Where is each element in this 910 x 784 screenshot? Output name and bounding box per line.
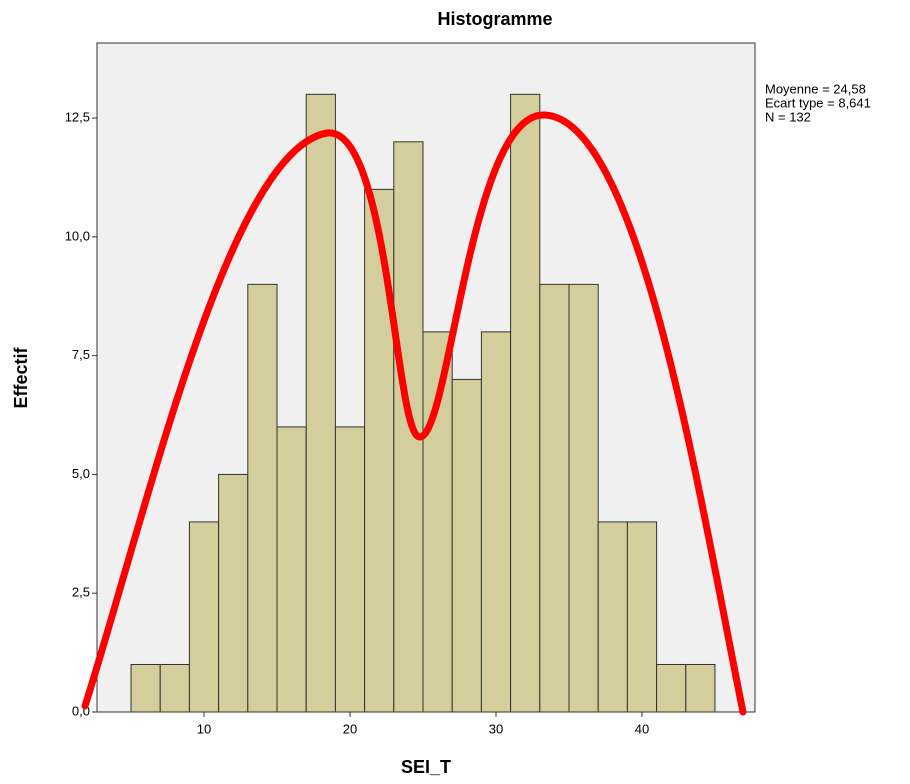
bar [159,663,190,713]
bar [218,473,249,713]
y-axis-label: Effectif [11,346,31,408]
bar [334,426,366,713]
bar [656,663,687,713]
bar [393,141,424,713]
y-tick-label: 12,5 [65,110,90,125]
x-axis-label: SEI_T [401,757,451,777]
bar [188,521,220,713]
y-tick-label: 5,0 [72,466,90,481]
bar [685,663,716,713]
stats-annotation: Ecart type = 8,641 [765,95,871,110]
y-tick-label: 10,0 [65,228,90,243]
x-tick-label: 40 [635,721,649,736]
chart-title: Histogramme [437,9,552,29]
y-tick-label: 2,5 [72,585,90,600]
bar [568,283,599,713]
stats-annotation: N = 132 [765,109,811,124]
bar [451,378,482,713]
bar [539,283,570,713]
y-tick-label: 7,5 [72,347,90,362]
bar [597,521,628,713]
bar [305,93,336,713]
bar [276,426,307,713]
x-tick-label: 20 [343,721,357,736]
bar [480,331,512,713]
x-tick-label: 10 [197,721,211,736]
x-tick-label: 30 [489,721,503,736]
bar [510,93,541,713]
bar [364,188,395,713]
bar [247,283,278,713]
bar [130,663,161,713]
bar [626,521,658,713]
drawn-curve [81,111,747,716]
stats-annotation: Moyenne = 24,58 [765,81,866,96]
